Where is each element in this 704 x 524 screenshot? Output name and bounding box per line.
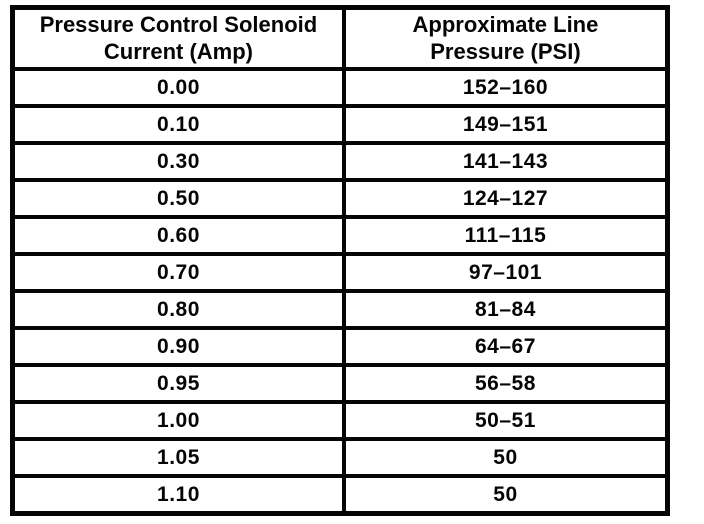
solenoid-current-cell: 0.30: [10, 141, 346, 182]
header-line: Approximate Line: [412, 11, 599, 37]
header-line: Current (Amp): [103, 38, 254, 64]
table-row: 0.90 64–67: [10, 326, 670, 367]
line-pressure-cell: 152–160: [341, 67, 670, 108]
line-pressure-cell: 141–143: [341, 141, 670, 182]
solenoid-current-cell: 0.10: [10, 104, 346, 145]
solenoid-current-cell: 1.00: [10, 400, 346, 441]
table-row: 1.00 50–51: [10, 400, 670, 441]
column-header-line-pressure: Approximate Line Pressure (PSI): [341, 5, 670, 71]
line-pressure-cell: 111–115: [341, 215, 670, 256]
header-line: Pressure Control Solenoid: [39, 11, 318, 37]
table-body: 0.00 152–160 0.10 149–151 0.30 141–143 0.50 124…: [10, 67, 670, 516]
table-row: 0.30 141–143: [10, 141, 670, 182]
table-row: 0.50 124–127: [10, 178, 670, 219]
table-header-row: Pressure Control Solenoid Current (Amp) …: [10, 5, 670, 71]
solenoid-current-cell: 0.70: [10, 252, 346, 293]
solenoid-current-cell: 0.95: [10, 363, 346, 404]
solenoid-current-cell: 0.60: [10, 215, 346, 256]
line-pressure-cell: 97–101: [341, 252, 670, 293]
solenoid-current-cell: 0.50: [10, 178, 346, 219]
pressure-solenoid-table: Pressure Control Solenoid Current (Amp) …: [10, 5, 670, 516]
table-row: 0.10 149–151: [10, 104, 670, 145]
solenoid-current-cell: 0.90: [10, 326, 346, 367]
table-row: 0.95 56–58: [10, 363, 670, 404]
table-row: 1.05 50: [10, 437, 670, 478]
table-row: 0.00 152–160: [10, 67, 670, 108]
table-row: 0.70 97–101: [10, 252, 670, 293]
line-pressure-cell: 64–67: [341, 326, 670, 367]
solenoid-current-cell: 1.05: [10, 437, 346, 478]
table-row: 1.10 50: [10, 474, 670, 516]
table-row: 0.80 81–84: [10, 289, 670, 330]
line-pressure-cell: 50: [341, 474, 670, 516]
column-header-solenoid-current: Pressure Control Solenoid Current (Amp): [10, 5, 346, 71]
line-pressure-cell: 149–151: [341, 104, 670, 145]
line-pressure-cell: 124–127: [341, 178, 670, 219]
line-pressure-cell: 50–51: [341, 400, 670, 441]
solenoid-current-cell: 1.10: [10, 474, 346, 516]
line-pressure-cell: 81–84: [341, 289, 670, 330]
solenoid-current-cell: 0.80: [10, 289, 346, 330]
table-row: 0.60 111–115: [10, 215, 670, 256]
line-pressure-cell: 50: [341, 437, 670, 478]
line-pressure-cell: 56–58: [341, 363, 670, 404]
header-line: Pressure (PSI): [430, 38, 581, 64]
solenoid-current-cell: 0.00: [10, 67, 346, 108]
